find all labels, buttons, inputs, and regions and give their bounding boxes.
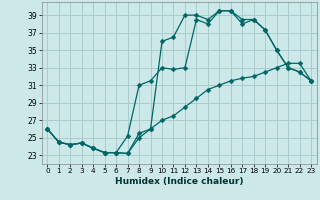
X-axis label: Humidex (Indice chaleur): Humidex (Indice chaleur): [115, 177, 244, 186]
